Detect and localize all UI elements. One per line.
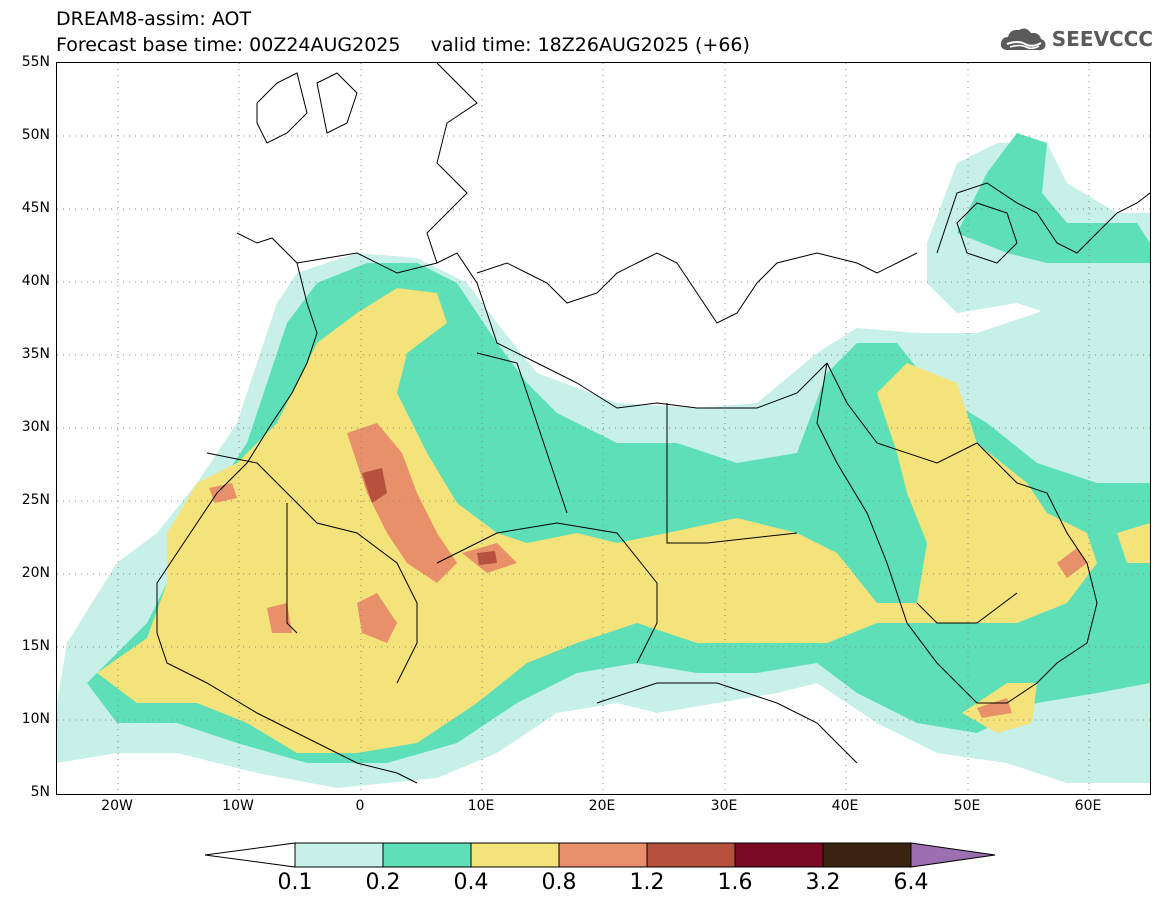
lat-label: 50N <box>21 127 50 143</box>
lat-label: 15N <box>21 638 50 654</box>
coastlines <box>156 63 1150 784</box>
aot-band-veryhigh-5 <box>209 483 237 503</box>
colorbar-swatch <box>470 842 560 868</box>
colorbar-under-arrow <box>205 842 296 868</box>
lon-label: 50E <box>953 798 981 814</box>
colorbar-label: 0.1 <box>277 870 313 895</box>
lat-label: 40N <box>21 273 50 289</box>
colorbar-swatch <box>646 842 736 868</box>
logo-text: SEEVCCC <box>1051 27 1153 51</box>
aot-band-veryhigh <box>347 423 457 583</box>
colorbar-swatch <box>734 842 824 868</box>
colorbar <box>205 842 996 868</box>
aot-band-veryhigh-4 <box>267 603 292 633</box>
lon-label: 60E <box>1074 798 1102 814</box>
aot-band-medium-north <box>957 133 1150 263</box>
map-canvas <box>57 63 1150 794</box>
lon-label: 10W <box>222 798 254 814</box>
aot-band-veryhigh-6 <box>1057 548 1087 578</box>
lon-label: 20W <box>101 798 133 814</box>
colorbar-label: 6.4 <box>893 870 929 895</box>
colorbar-swatch <box>822 842 912 868</box>
colorbar-label: 0.2 <box>365 870 401 895</box>
aot-band-extreme <box>362 468 387 503</box>
colorbar-swatch <box>294 842 384 868</box>
lat-label: 30N <box>21 419 50 435</box>
colorbar-label: 0.8 <box>541 870 577 895</box>
lon-label: 30E <box>710 798 738 814</box>
chart-title: DREAM8-assim: AOT <box>56 8 252 30</box>
colorbar-label: 3.2 <box>805 870 841 895</box>
colorbar-label: 0.4 <box>453 870 489 895</box>
lat-label: 20N <box>21 565 50 581</box>
forecast-times: Forecast base time: 00Z24AUG2025 valid t… <box>56 34 750 56</box>
aot-band-high <box>97 288 1097 753</box>
lat-label: 45N <box>21 200 50 216</box>
colorbar-label: 1.2 <box>629 870 665 895</box>
colorbar-over-arrow <box>910 842 996 868</box>
colorbar-label: 1.6 <box>717 870 753 895</box>
lat-label: 10N <box>21 711 50 727</box>
aot-band-high-east <box>1117 523 1150 563</box>
lon-label: 20E <box>588 798 616 814</box>
aot-band-veryhigh-3 <box>357 593 397 643</box>
aot-map <box>56 62 1151 795</box>
lat-label: 25N <box>21 492 50 508</box>
lon-label: 10E <box>467 798 495 814</box>
lon-label: 40E <box>831 798 859 814</box>
lon-label: 0 <box>355 798 365 814</box>
cloud-icon <box>1000 28 1046 51</box>
colorbar-swatch <box>382 842 472 868</box>
seevccc-logo: SEEVCCC <box>998 24 1153 54</box>
lat-label: 35N <box>21 346 50 362</box>
lat-label: 55N <box>21 54 50 70</box>
colorbar-swatch <box>558 842 648 868</box>
aot-band-extreme-2 <box>477 551 497 565</box>
lat-label: 5N <box>30 784 50 800</box>
graticule <box>57 63 1150 794</box>
